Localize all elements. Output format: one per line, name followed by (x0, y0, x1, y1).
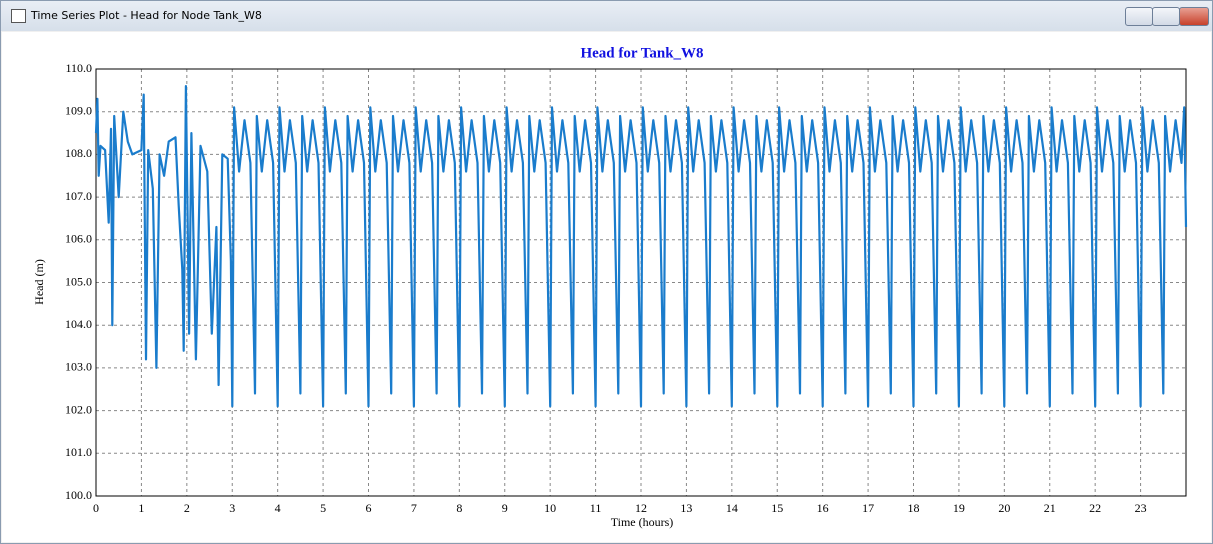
minimize-button[interactable] (1125, 7, 1153, 26)
y-tick-label: 108.0 (65, 146, 92, 160)
x-tick-label: 21 (1044, 501, 1056, 515)
y-axis-label: Head (m) (32, 259, 46, 305)
close-button[interactable] (1179, 7, 1209, 26)
x-tick-label: 2 (184, 501, 190, 515)
window-icon (11, 9, 26, 23)
x-tick-label: 8 (456, 501, 462, 515)
x-tick-label: 14 (726, 501, 738, 515)
y-tick-label: 106.0 (65, 232, 92, 246)
x-tick-label: 7 (411, 501, 417, 515)
window-title: Time Series Plot - Head for Node Tank_W8 (31, 9, 262, 22)
y-tick-label: 103.0 (65, 360, 92, 374)
x-tick-label: 20 (998, 501, 1010, 515)
y-tick-label: 100.0 (65, 488, 92, 502)
y-tick-label: 102.0 (65, 402, 92, 416)
x-tick-label: 19 (953, 501, 965, 515)
x-tick-label: 22 (1089, 501, 1101, 515)
y-tick-label: 101.0 (65, 445, 92, 459)
chart-title: Head for Tank_W8 (580, 45, 703, 61)
x-tick-label: 5 (320, 501, 326, 515)
x-tick-label: 17 (862, 501, 874, 515)
x-tick-label: 18 (908, 501, 920, 515)
y-tick-label: 109.0 (65, 103, 92, 117)
x-tick-label: 13 (680, 501, 692, 515)
x-axis-label: Time (hours) (611, 515, 674, 529)
title-bar: Time Series Plot - Head for Node Tank_W8 (1, 1, 1212, 31)
x-tick-label: 10 (544, 501, 556, 515)
x-tick-label: 11 (590, 501, 602, 515)
x-tick-label: 4 (275, 501, 281, 515)
chart: Head for Tank_W8 Time (hours) Head (m) 1… (2, 32, 1211, 542)
y-tick-label: 104.0 (65, 317, 92, 331)
plot-frame (95, 68, 1187, 497)
x-tick-label: 16 (817, 501, 829, 515)
x-tick-label: 1 (138, 501, 144, 515)
y-tick-label: 107.0 (65, 189, 92, 203)
y-tick-label: 105.0 (65, 274, 92, 288)
x-tick-label: 6 (366, 501, 372, 515)
x-tick-label: 15 (771, 501, 783, 515)
x-tick-label: 23 (1135, 501, 1147, 515)
x-tick-label: 12 (635, 501, 647, 515)
x-tick-label: 3 (229, 501, 235, 515)
y-tick-label: 110.0 (65, 61, 92, 75)
x-tick-label: 0 (93, 501, 99, 515)
x-tick-label: 9 (502, 501, 508, 515)
maximize-button[interactable] (1152, 7, 1180, 26)
series-line (94, 85, 1188, 408)
